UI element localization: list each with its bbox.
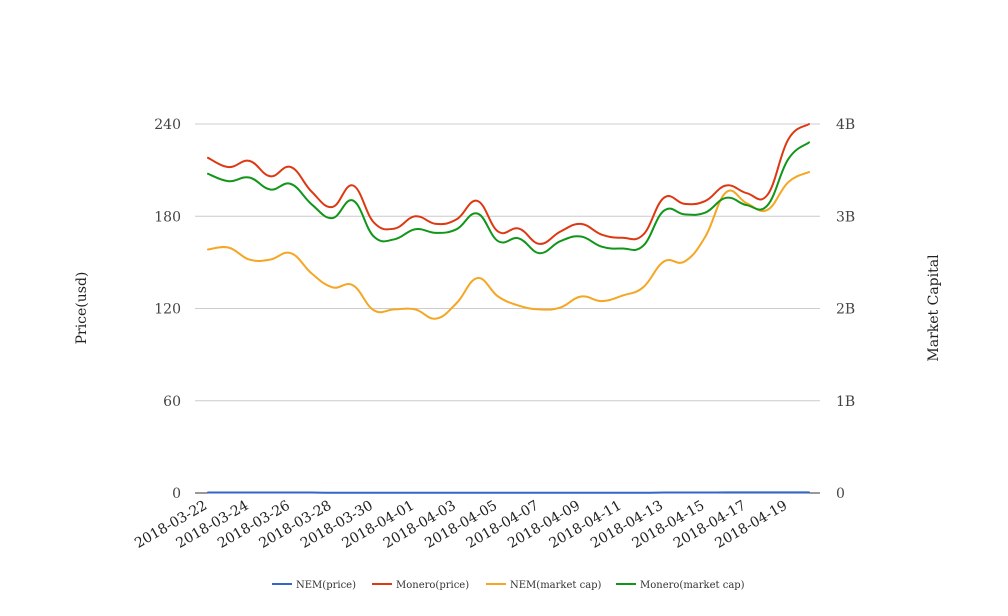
legend-item-monero-price[interactable]: Monero(price) [372, 580, 469, 591]
left-axis: 0 60 120 180 240 [154, 117, 181, 502]
right-tick-label: 2B [836, 302, 855, 318]
legend-item-nem-market-cap[interactable]: NEM(market cap) [486, 580, 602, 591]
series-line-nem-market-cap [207, 171, 810, 320]
plot-area [207, 123, 810, 494]
legend-label: NEM(price) [296, 580, 356, 591]
series-line-monero-market-cap [207, 141, 810, 255]
left-tick-label: 120 [154, 302, 181, 318]
left-tick-label: 60 [163, 394, 181, 410]
right-tick-label: 1B [836, 394, 855, 410]
right-axis: 0 1B 2B 3B 4B [836, 117, 855, 502]
right-axis-title: Market Capital [926, 254, 942, 362]
x-axis: 2018-03-222018-03-242018-03-262018-03-28… [132, 498, 790, 552]
legend-item-nem-price[interactable]: NEM(price) [272, 580, 356, 591]
series-line-monero-price [207, 123, 810, 245]
right-tick-label: 3B [836, 209, 855, 225]
legend-label: Monero(price) [396, 580, 469, 591]
left-axis-title: Price(usd) [74, 272, 90, 345]
legend[interactable]: NEM(price) Monero(price) NEM(market cap) Mo… [272, 580, 745, 591]
right-tick-label: 4B [836, 117, 855, 133]
legend-label: Monero(market cap) [640, 580, 745, 591]
gridlines [195, 123, 820, 494]
right-tick-label: 0 [836, 486, 845, 502]
left-tick-label: 180 [154, 209, 181, 225]
left-tick-label: 240 [154, 117, 181, 133]
legend-label: NEM(market cap) [510, 580, 602, 591]
left-tick-label: 0 [172, 486, 181, 502]
legend-item-monero-market-cap[interactable]: Monero(market cap) [616, 580, 745, 591]
